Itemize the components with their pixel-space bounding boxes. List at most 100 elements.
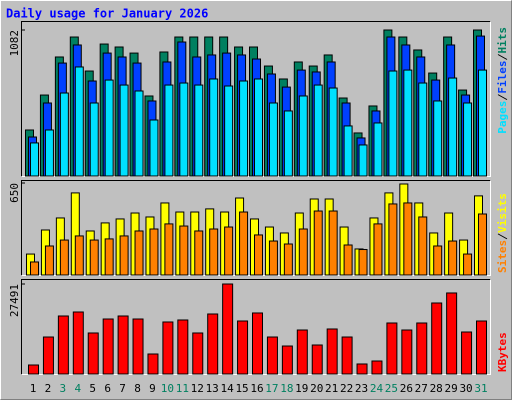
- x-tick-label: 4: [74, 382, 81, 395]
- bar: [89, 239, 99, 276]
- bar: [476, 320, 487, 375]
- bar: [371, 360, 383, 375]
- legend: KBytes: [496, 332, 509, 372]
- x-tick-label: 18: [280, 382, 293, 395]
- bar: [461, 331, 473, 375]
- legend: Sites Visits: [496, 193, 509, 273]
- legend-separator: [497, 54, 508, 60]
- bar: [222, 283, 234, 375]
- bar: [281, 345, 293, 375]
- bar: [386, 322, 398, 375]
- panel-edge-dark: [21, 279, 491, 375]
- bar: [463, 102, 473, 177]
- bar: [239, 80, 249, 177]
- bar: [72, 311, 84, 375]
- x-tick-label: 27: [415, 382, 428, 395]
- bar: [358, 144, 368, 177]
- x-tick-label: 30: [459, 382, 472, 395]
- x-tick-label: 1: [30, 382, 37, 395]
- legend: Pages Files Hits: [496, 27, 509, 134]
- x-tick-label: 9: [149, 382, 156, 395]
- bar: [209, 228, 219, 276]
- bar: [356, 363, 368, 375]
- bar: [149, 228, 159, 276]
- bar: [30, 261, 39, 276]
- bar: [416, 322, 428, 375]
- bar: [268, 102, 278, 177]
- bar: [341, 336, 353, 375]
- bar: [132, 318, 144, 375]
- legend-label: Files: [496, 61, 509, 94]
- x-tick-label: 22: [340, 382, 353, 395]
- bar: [373, 223, 383, 276]
- x-tick-label: 21: [325, 382, 338, 395]
- bar: [74, 66, 84, 177]
- bar: [313, 84, 323, 177]
- x-tick-label: 20: [310, 382, 323, 395]
- bar: [237, 320, 249, 375]
- legend-label: Hits: [496, 27, 509, 54]
- y-tick-label: 650: [8, 183, 21, 203]
- bar: [117, 315, 129, 375]
- bar: [102, 318, 114, 375]
- bar: [164, 223, 174, 276]
- bar: [373, 122, 383, 177]
- x-tick-label: 31: [474, 382, 487, 395]
- legend-label: Pages: [496, 101, 509, 134]
- bar: [162, 321, 174, 375]
- legend-label: Sites: [496, 240, 509, 273]
- x-tick-label: 25: [385, 382, 398, 395]
- bar: [328, 87, 338, 177]
- x-tick-label: 3: [60, 382, 67, 395]
- bar: [147, 353, 159, 375]
- bar: [28, 364, 39, 375]
- bar: [343, 125, 353, 177]
- bar: [44, 245, 54, 276]
- bar: [59, 239, 69, 276]
- x-tick-label: 19: [295, 382, 308, 395]
- bar: [134, 230, 144, 276]
- x-tick-label: 13: [206, 382, 219, 395]
- bar: [431, 302, 443, 375]
- x-tick-label: 11: [176, 382, 189, 395]
- x-tick-label: 15: [235, 382, 248, 395]
- bar: [296, 329, 308, 375]
- bar: [478, 213, 487, 276]
- bar: [74, 235, 84, 276]
- x-tick-label: 2: [45, 382, 52, 395]
- bar: [179, 225, 189, 276]
- x-tick-label: 24: [370, 382, 384, 395]
- bar: [283, 243, 293, 276]
- panel-edge-dark: [21, 180, 491, 276]
- x-tick-label: 28: [430, 382, 443, 395]
- x-tick-label: 10: [161, 382, 174, 395]
- bar: [433, 245, 443, 276]
- bar: [254, 234, 263, 276]
- bar: [164, 84, 174, 177]
- x-tick-label: 23: [355, 382, 368, 395]
- bar: [268, 240, 278, 276]
- bar: [326, 328, 338, 375]
- y-tick-label: 27491: [8, 284, 21, 317]
- x-tick-label: 26: [400, 382, 413, 395]
- bar: [446, 292, 458, 375]
- bar: [239, 211, 249, 276]
- panel-edge-dark: [21, 21, 491, 177]
- legend-separator: [497, 94, 508, 101]
- chart-title: Daily usage for January 2026: [6, 7, 208, 21]
- bar: [57, 315, 69, 375]
- bar: [104, 79, 114, 177]
- bar: [224, 85, 234, 177]
- legend-label: Visits: [496, 193, 509, 233]
- bar: [209, 78, 219, 177]
- bar: [89, 102, 99, 177]
- x-tick-label: 17: [265, 382, 278, 395]
- bar: [30, 142, 39, 177]
- bar: [403, 69, 413, 177]
- bar: [328, 210, 338, 276]
- bar: [192, 332, 204, 375]
- panel-edge-light: [21, 180, 491, 276]
- x-tick-label: 14: [221, 382, 235, 395]
- bar: [418, 216, 428, 276]
- bar: [313, 210, 323, 276]
